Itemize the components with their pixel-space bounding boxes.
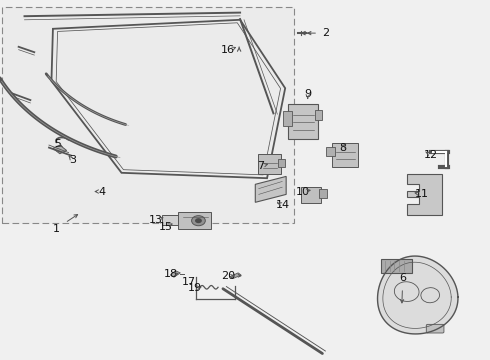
Text: 15: 15: [159, 222, 172, 232]
FancyBboxPatch shape: [283, 111, 292, 126]
Polygon shape: [171, 271, 180, 277]
FancyBboxPatch shape: [319, 189, 327, 198]
FancyBboxPatch shape: [258, 154, 281, 174]
Text: 11: 11: [415, 189, 428, 199]
Text: 5: 5: [54, 139, 61, 149]
Text: 4: 4: [98, 186, 105, 197]
Polygon shape: [407, 174, 442, 215]
FancyBboxPatch shape: [162, 215, 179, 225]
FancyBboxPatch shape: [288, 104, 318, 139]
Text: 6: 6: [399, 273, 406, 283]
Circle shape: [195, 218, 202, 223]
Text: 20: 20: [221, 271, 235, 282]
Text: 18: 18: [164, 269, 177, 279]
FancyBboxPatch shape: [426, 324, 444, 333]
Text: 3: 3: [69, 155, 76, 165]
FancyBboxPatch shape: [315, 110, 322, 120]
Text: 10: 10: [296, 186, 310, 197]
Polygon shape: [230, 273, 241, 279]
FancyBboxPatch shape: [178, 212, 211, 229]
Text: 9: 9: [304, 89, 311, 99]
Text: 19: 19: [188, 283, 202, 293]
Text: 16: 16: [221, 45, 235, 55]
Polygon shape: [377, 256, 458, 334]
FancyBboxPatch shape: [2, 7, 294, 223]
FancyBboxPatch shape: [332, 143, 358, 167]
Text: 17: 17: [182, 276, 196, 287]
Polygon shape: [255, 176, 286, 202]
FancyBboxPatch shape: [301, 187, 321, 203]
FancyBboxPatch shape: [278, 159, 285, 167]
Polygon shape: [53, 145, 67, 154]
FancyBboxPatch shape: [326, 147, 335, 156]
FancyBboxPatch shape: [381, 259, 412, 273]
Text: 13: 13: [149, 215, 163, 225]
Text: 7: 7: [257, 161, 264, 171]
Text: 8: 8: [340, 143, 346, 153]
Text: 1: 1: [53, 224, 60, 234]
Text: 2: 2: [322, 28, 329, 38]
Text: 14: 14: [276, 200, 290, 210]
Text: 12: 12: [424, 150, 438, 160]
Circle shape: [192, 216, 205, 226]
